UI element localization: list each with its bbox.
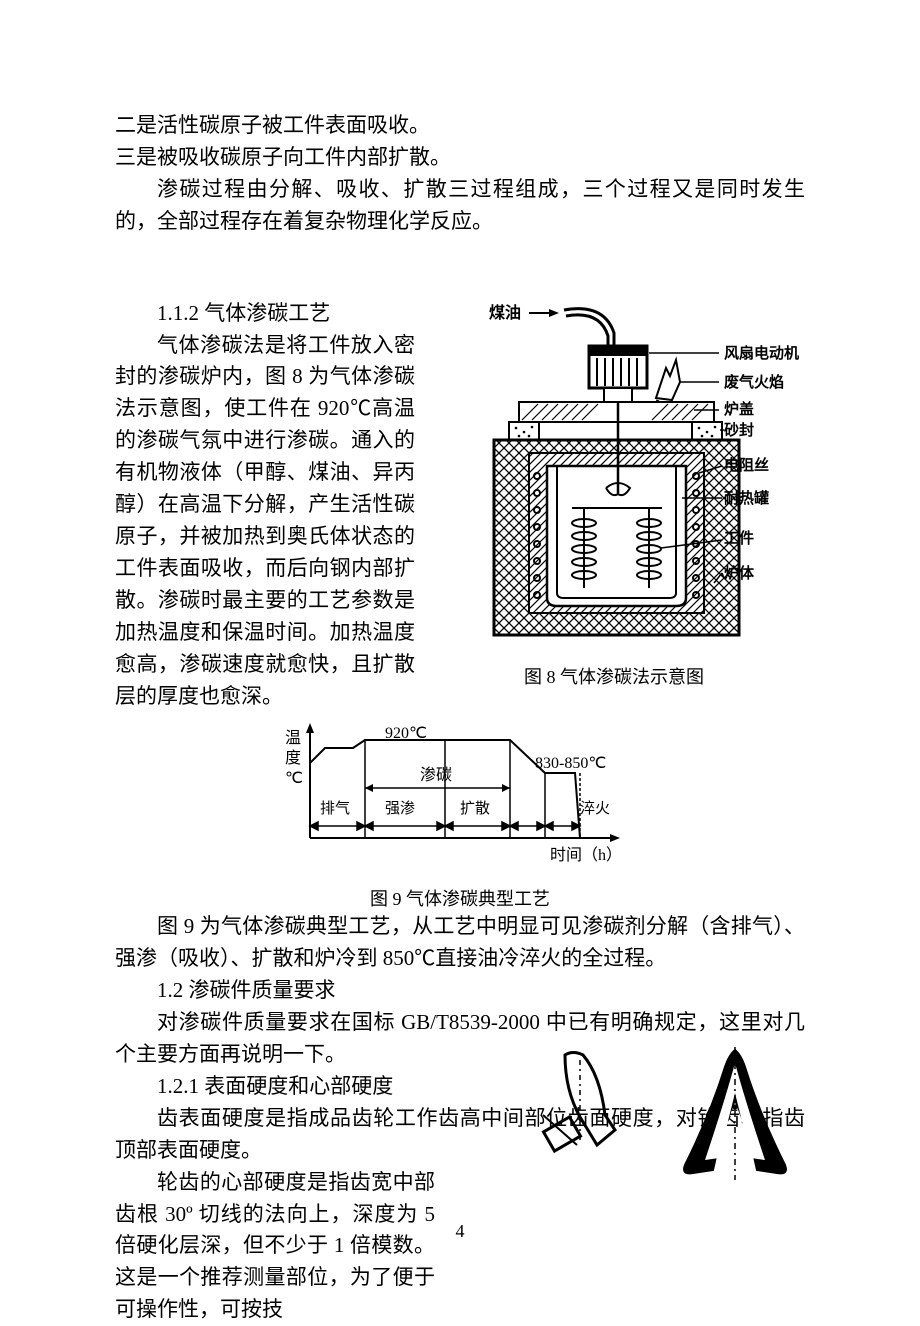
fig9-xlabel: 时间（h）: [550, 846, 622, 864]
fig8-label-fan: 风扇电动机: [724, 344, 799, 362]
fig8-label-flame: 废气火焰: [724, 373, 784, 391]
fig9-temp-920: 920℃: [385, 725, 427, 742]
fig9-temp-830: 830-850℃: [535, 755, 606, 772]
fig8-label-work: 工件: [724, 529, 754, 547]
intro-line-1: 二是活性碳原子被工件表面吸收。: [115, 110, 805, 142]
figure-8-caption: 图 8 气体渗碳法示意图: [423, 663, 805, 689]
intro-line-2: 三是被吸收碳原子向工件内部扩散。: [115, 142, 805, 174]
page-number: 4: [0, 1221, 920, 1242]
figure-9-caption: 图 9 气体渗碳典型工艺: [115, 885, 805, 911]
fig8-label-kerosene: 煤油: [489, 303, 521, 322]
intro-line-3: 渗碳过程由分解、吸收、扩散三过程组成，三个过程又是同时发生的，全部过程存在着复杂…: [115, 174, 805, 238]
figure-8-svg: 煤油 风扇电动机 废气火焰: [424, 298, 804, 648]
fig9-stage-4: 淬火: [580, 800, 610, 817]
fig9-stage-2: 扩散: [460, 800, 490, 817]
tooth-figure-left: [525, 1045, 645, 1165]
section-1-1-2-text: 1.1.2 气体渗碳工艺 气体渗碳法是将工件放入密封的渗碳炉内，图 8 为气体渗…: [115, 298, 415, 713]
figure-9-svg: 温 度 ℃ 时间（h） 920℃ 830-850℃ 渗碳 排气 强渗 扩散 淬火: [245, 718, 675, 878]
heading-1-2: 1.2 渗碳件质量要求: [115, 975, 805, 1007]
fig8-label-sand: 砂封: [724, 421, 754, 439]
fig9-ylabel-1: 温: [285, 729, 301, 747]
fig9-ylabel-3: ℃: [285, 770, 303, 787]
section-1-1-2: 1.1.2 气体渗碳工艺 气体渗碳法是将工件放入密封的渗碳炉内，图 8 为气体渗…: [115, 298, 805, 713]
fig8-label-lid: 炉盖: [724, 400, 754, 418]
fig9-stage-1: 强渗: [385, 800, 415, 817]
fig9-stage-top: 渗碳: [420, 766, 452, 784]
p-1-2-1b: 轮齿的心部硬度是指齿宽中部齿根 30º 切线的法向上，深度为 5 倍硬化层深，但…: [115, 1167, 435, 1326]
body-1-1-2: 气体渗碳法是将工件放入密封的渗碳炉内，图 8 为气体渗碳法示意图，使工件在 92…: [115, 330, 415, 713]
heading-1-1-2: 1.1.2 气体渗碳工艺: [115, 298, 415, 330]
fig8-label-wire: 电阻丝: [724, 456, 769, 474]
fig9-stage-0: 排气: [320, 800, 350, 817]
p-after-fig9-1: 图 9 为气体渗碳典型工艺，从工艺中明显可见渗碳剂分解（含排气）、强渗（吸收）、…: [115, 911, 805, 975]
bottom-figures: [525, 1045, 805, 1185]
fig9-ylabel-2: 度: [285, 749, 301, 767]
fig8-label-pot: 耐热罐: [724, 489, 769, 507]
tooth-figure-right: [665, 1045, 805, 1185]
fig8-label-body: 炉体: [724, 564, 755, 582]
figure-8: 煤油 风扇电动机 废气火焰: [423, 298, 805, 713]
figure-9: 温 度 ℃ 时间（h） 920℃ 830-850℃ 渗碳 排气 强渗 扩散 淬火: [115, 718, 805, 911]
